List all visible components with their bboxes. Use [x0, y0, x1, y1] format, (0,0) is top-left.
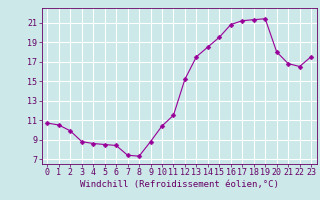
X-axis label: Windchill (Refroidissement éolien,°C): Windchill (Refroidissement éolien,°C) [80, 180, 279, 189]
